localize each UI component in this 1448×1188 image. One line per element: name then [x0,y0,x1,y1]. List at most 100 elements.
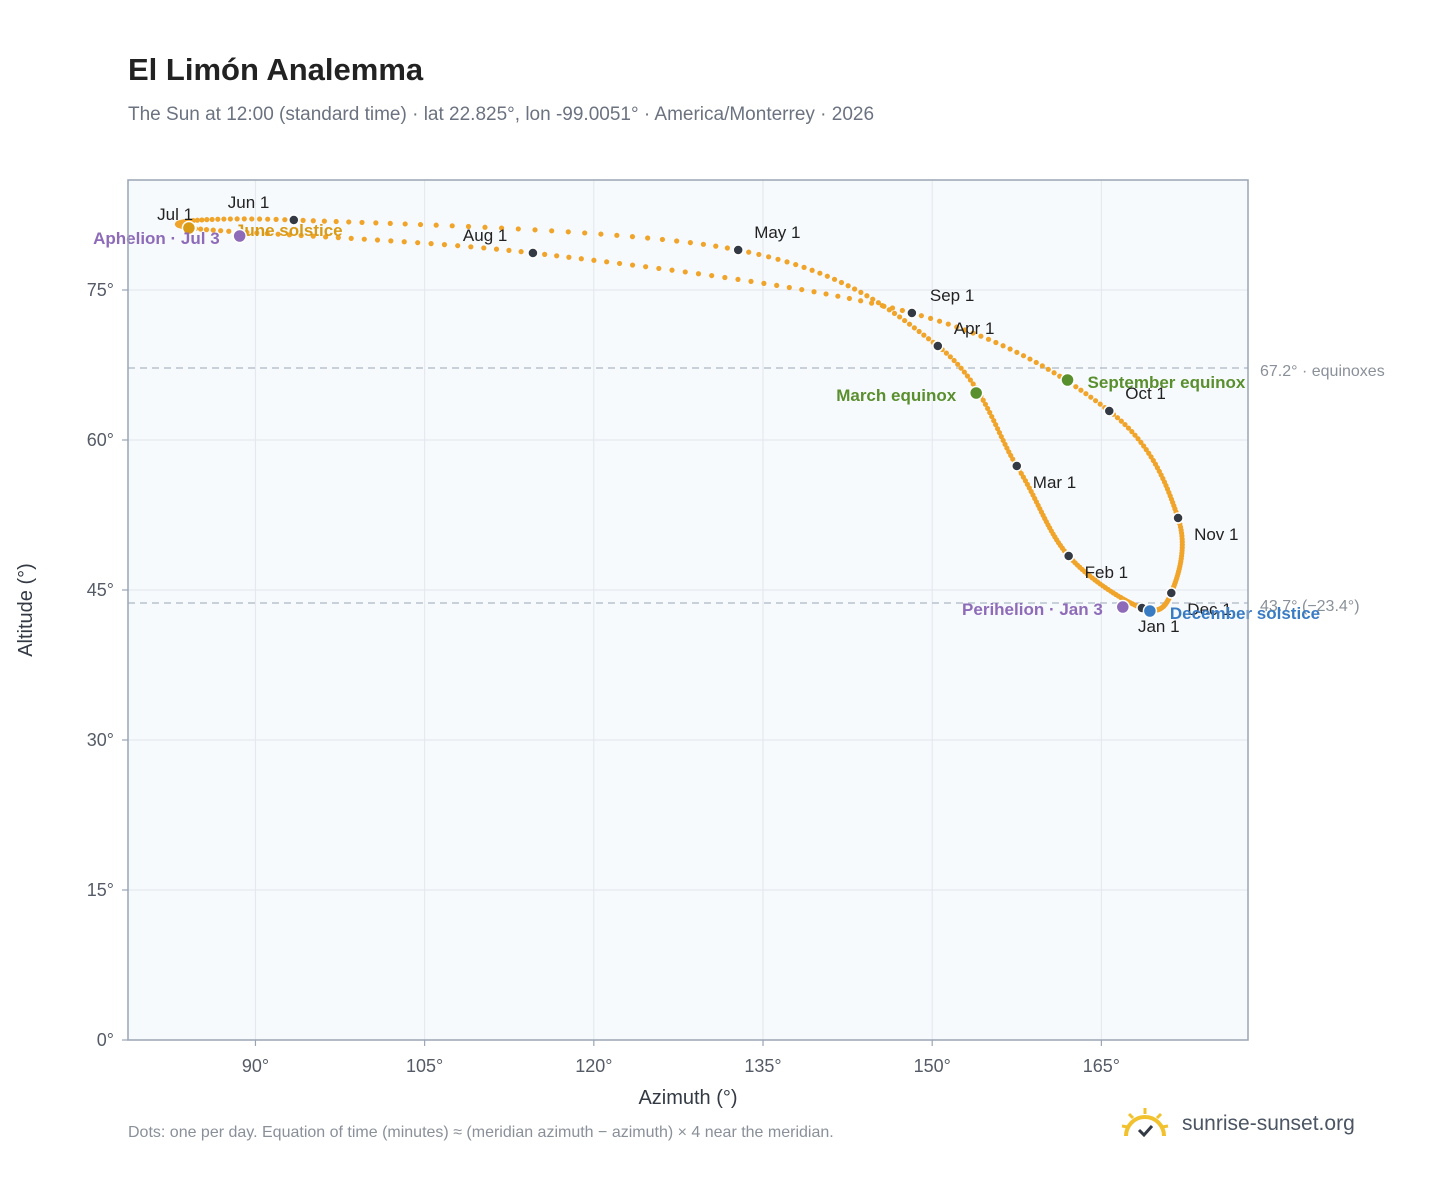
day-dot [481,245,487,251]
day-dot [310,233,316,239]
x-tick-label: 150° [914,1056,951,1076]
day-dot [811,289,817,295]
day-dot [218,228,224,234]
day-dot [927,315,934,322]
day-dot [199,217,205,223]
day-dot [961,369,967,375]
month-marker [906,307,918,319]
day-dot [945,321,951,327]
day-dot [1125,425,1132,431]
day-dot [1039,363,1045,369]
day-dot [656,265,662,272]
day-dot [823,291,829,297]
month-marker [527,247,539,259]
day-dot [234,216,240,222]
day-dot [1002,441,1008,447]
y-tick-label: 75° [87,280,114,300]
day-dot [916,328,922,335]
day-dot [1045,366,1051,372]
plot-frame [127,179,1249,1041]
day-dot [985,405,991,412]
day-dot [1000,437,1006,444]
day-dot [1122,421,1128,428]
day-dot [1051,370,1057,376]
day-dot [493,246,500,252]
month-label: Mar 1 [1033,473,1076,492]
day-dot [824,273,830,279]
day-dot [674,238,680,244]
day-dot [204,217,210,223]
day-dot [925,336,932,342]
event-marker [1060,372,1075,388]
day-dot [993,422,999,428]
reference-line-label: 67.2° · equinoxes [1260,363,1385,380]
day-dot [598,231,604,237]
day-dot [1118,418,1124,424]
day-dot [998,433,1004,440]
day-dot [1114,415,1121,421]
day-dot [799,286,805,293]
day-dot [1007,346,1013,352]
reference-lines: 67.2° · equinoxes 43.7° (−23.4°) [128,363,1385,615]
day-dot [518,249,524,255]
month-label: Oct 1 [1125,384,1166,403]
day-dot [722,274,728,281]
month-marker [1011,460,1023,472]
day-dot [282,217,288,223]
day-dot [465,223,472,230]
day-dot [417,221,424,228]
day-dot [700,241,707,247]
x-tick-label: 105° [406,1056,443,1076]
day-dot [989,413,995,420]
day-dot [300,217,306,223]
x-tick-label: 120° [575,1056,612,1076]
day-dot [748,278,754,284]
day-dot [643,264,649,270]
month-marker [1062,550,1075,562]
footnote: Dots: one per day. Equation of time (min… [128,1124,834,1141]
day-dot [864,293,870,299]
day-dot [1138,439,1144,445]
day-dot [869,300,875,306]
day-dot [951,357,957,364]
day-dot [226,228,232,234]
day-dot [1132,432,1138,438]
day-dot [197,226,204,232]
day-dot [713,243,719,249]
day-dot [629,262,636,268]
day-dot [441,242,448,248]
month-marker [1172,512,1184,524]
day-dot [428,241,434,247]
x-axis-title: Azimuth (°) [638,1087,737,1109]
month-label: Jun 1 [228,193,270,212]
day-dot [310,218,316,224]
day-dot [582,230,588,236]
y-tick-label: 45° [87,580,114,600]
axis-ticks: 90° 105° 120° 135° 150° 165° 0° 15° 30° 45° 60° 75° [87,280,1120,1076]
day-dot [194,217,201,223]
day-dot [911,325,917,331]
x-tick-label: 90° [242,1056,269,1076]
day-dot [221,216,227,222]
day-dot [333,218,339,225]
day-dot [858,298,864,304]
day-dot [724,245,730,251]
day-dot [793,261,799,268]
day-dot [374,237,381,243]
day-dot [889,305,896,311]
day-dot [388,238,394,244]
reference-line-label: 43.7° (−23.4°) [1260,598,1360,615]
day-dot [578,256,584,262]
month-marker [732,244,744,256]
day-dot [286,232,293,238]
day-dot [264,230,270,237]
day-dot [335,235,341,241]
day-dot [265,216,271,222]
day-dot [845,283,851,289]
day-dot [210,227,216,233]
event-marker [968,385,984,401]
day-dot [1073,384,1079,390]
brand-logo[interactable]: sunrise-sunset.org [1120,1102,1390,1146]
day-dot [401,239,407,245]
month-label: Apr 1 [954,319,995,338]
